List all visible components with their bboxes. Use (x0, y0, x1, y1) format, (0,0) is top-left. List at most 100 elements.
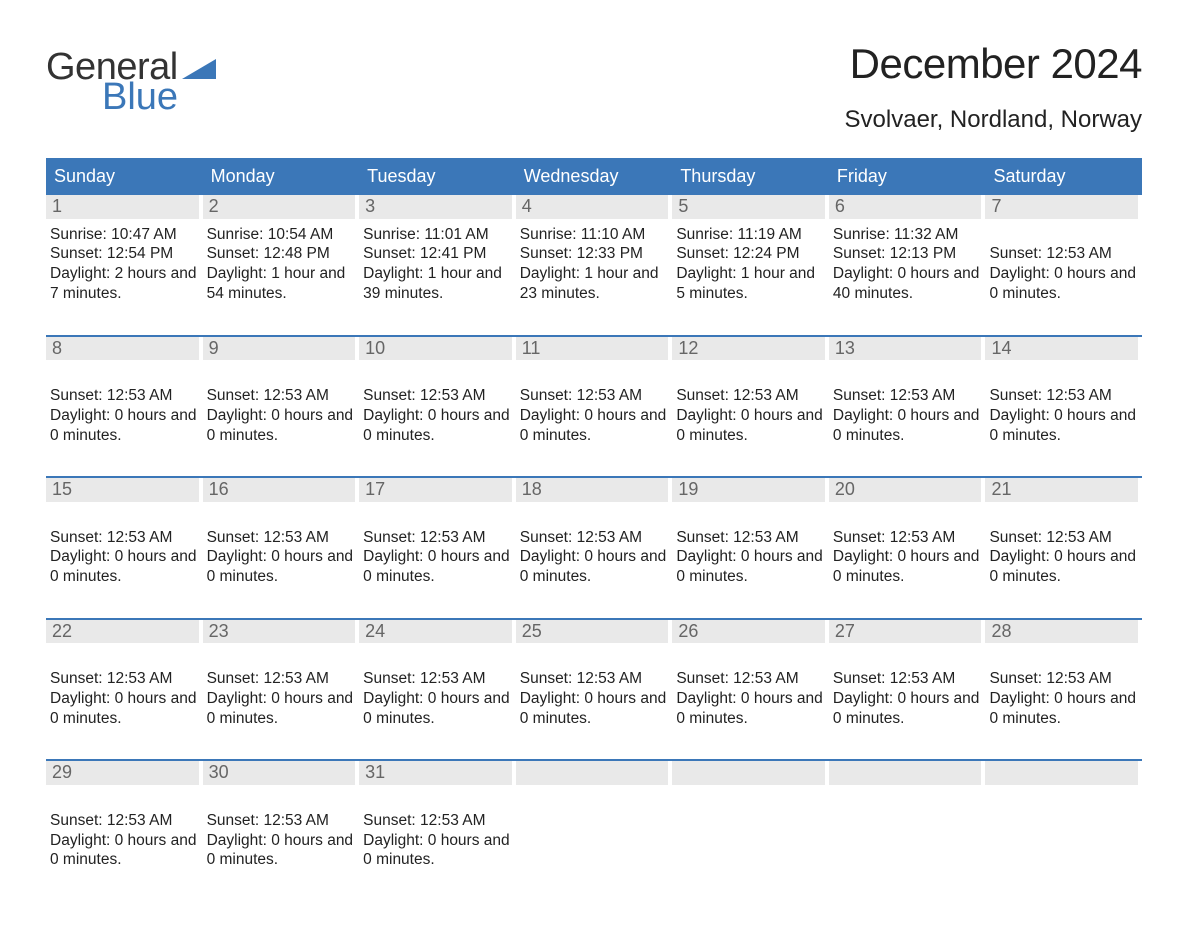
day-line: Sunset: 12:53 AM (833, 528, 980, 548)
day-line: Daylight: 0 hours and 0 minutes. (207, 547, 354, 587)
day-line (833, 508, 980, 528)
day-body: Sunset: 12:53 AMDaylight: 0 hours and 0 … (203, 643, 356, 743)
dow-sunday: Sunday (46, 158, 203, 195)
day-line: Daylight: 0 hours and 0 minutes. (989, 689, 1136, 729)
day-line: Sunset: 12:53 AM (50, 669, 197, 689)
day-number: 11 (516, 337, 669, 361)
day-cell: 1Sunrise: 10:47 AMSunset: 12:54 PMDaylig… (46, 195, 203, 319)
dow-monday: Monday (203, 158, 360, 195)
day-cell: 27 Sunset: 12:53 AMDaylight: 0 hours and… (829, 620, 986, 744)
day-body: Sunset: 12:53 AMDaylight: 0 hours and 0 … (672, 360, 825, 460)
day-body: Sunset: 12:53 AMDaylight: 0 hours and 0 … (516, 643, 669, 743)
day-number: 22 (46, 620, 199, 644)
day-cell: 2Sunrise: 10:54 AMSunset: 12:48 PMDaylig… (203, 195, 360, 319)
day-body: Sunrise: 10:54 AMSunset: 12:48 PMDayligh… (203, 219, 356, 319)
day-line: Daylight: 0 hours and 0 minutes. (520, 547, 667, 587)
day-cell: 22 Sunset: 12:53 AMDaylight: 0 hours and… (46, 620, 203, 744)
day-body: Sunrise: 10:47 AMSunset: 12:54 PMDayligh… (46, 219, 199, 319)
day-line: Sunset: 12:53 AM (989, 386, 1136, 406)
day-body: Sunrise: 11:01 AMSunset: 12:41 PMDayligh… (359, 219, 512, 319)
day-cell: 25 Sunset: 12:53 AMDaylight: 0 hours and… (516, 620, 673, 744)
day-number: 14 (985, 337, 1138, 361)
day-line: Daylight: 0 hours and 0 minutes. (50, 831, 197, 871)
week-row: 15 Sunset: 12:53 AMDaylight: 0 hours and… (46, 476, 1142, 602)
day-number (672, 761, 825, 785)
day-cell: 6Sunrise: 11:32 AMSunset: 12:13 PMDaylig… (829, 195, 986, 319)
day-body: Sunset: 12:53 AMDaylight: 0 hours and 0 … (46, 360, 199, 460)
day-line: Sunrise: 11:01 AM (363, 225, 510, 245)
day-body: Sunset: 12:53 AMDaylight: 0 hours and 0 … (46, 643, 199, 743)
day-line: Sunrise: 10:54 AM (207, 225, 354, 245)
day-line: Sunset: 12:53 AM (520, 669, 667, 689)
day-line (676, 366, 823, 386)
day-line (989, 508, 1136, 528)
day-line (207, 791, 354, 811)
day-cell: 18 Sunset: 12:53 AMDaylight: 0 hours and… (516, 478, 673, 602)
day-line: Daylight: 0 hours and 0 minutes. (989, 547, 1136, 587)
day-line: Daylight: 0 hours and 0 minutes. (833, 406, 980, 446)
day-number: 12 (672, 337, 825, 361)
day-body: Sunset: 12:53 AMDaylight: 0 hours and 0 … (516, 360, 669, 460)
day-number: 13 (829, 337, 982, 361)
day-number: 18 (516, 478, 669, 502)
dow-friday: Friday (829, 158, 986, 195)
day-line: Sunset: 12:53 AM (363, 528, 510, 548)
day-line: Daylight: 0 hours and 0 minutes. (363, 689, 510, 729)
day-line: Sunset: 12:24 PM (676, 244, 823, 264)
day-line: Sunset: 12:53 AM (50, 386, 197, 406)
day-cell: 11 Sunset: 12:53 AMDaylight: 0 hours and… (516, 337, 673, 461)
day-line (363, 508, 510, 528)
day-body: Sunset: 12:53 AMDaylight: 0 hours and 0 … (46, 502, 199, 602)
day-number: 31 (359, 761, 512, 785)
day-line: Sunset: 12:53 AM (363, 811, 510, 831)
day-line: Daylight: 0 hours and 0 minutes. (520, 406, 667, 446)
day-line: Daylight: 0 hours and 0 minutes. (207, 689, 354, 729)
day-line: Sunset: 12:53 AM (676, 669, 823, 689)
day-line: Sunset: 12:33 PM (520, 244, 667, 264)
day-line: Daylight: 0 hours and 0 minutes. (989, 406, 1136, 446)
day-line: Sunset: 12:53 AM (989, 669, 1136, 689)
day-line (50, 649, 197, 669)
day-body: Sunset: 12:53 AMDaylight: 0 hours and 0 … (359, 502, 512, 602)
day-number: 19 (672, 478, 825, 502)
day-cell: 15 Sunset: 12:53 AMDaylight: 0 hours and… (46, 478, 203, 602)
day-number: 27 (829, 620, 982, 644)
day-line: Sunrise: 11:19 AM (676, 225, 823, 245)
day-body: Sunset: 12:53 AMDaylight: 0 hours and 0 … (672, 643, 825, 743)
day-line: Daylight: 0 hours and 0 minutes. (676, 689, 823, 729)
day-cell: 9 Sunset: 12:53 AMDaylight: 0 hours and … (203, 337, 360, 461)
day-number: 29 (46, 761, 199, 785)
day-line: Daylight: 1 hour and 39 minutes. (363, 264, 510, 304)
day-line (989, 649, 1136, 669)
week-row: 8 Sunset: 12:53 AMDaylight: 0 hours and … (46, 335, 1142, 461)
day-body: Sunset: 12:53 AMDaylight: 0 hours and 0 … (359, 643, 512, 743)
day-number (516, 761, 669, 785)
day-line: Daylight: 0 hours and 0 minutes. (50, 406, 197, 446)
day-cell: 8 Sunset: 12:53 AMDaylight: 0 hours and … (46, 337, 203, 461)
weekday-header: Sunday Monday Tuesday Wednesday Thursday… (46, 158, 1142, 195)
day-line: Sunset: 12:53 AM (989, 528, 1136, 548)
day-line: Sunset: 12:53 AM (207, 811, 354, 831)
day-cell: 26 Sunset: 12:53 AMDaylight: 0 hours and… (672, 620, 829, 744)
day-cell: 5Sunrise: 11:19 AMSunset: 12:24 PMDaylig… (672, 195, 829, 319)
day-body (829, 785, 982, 885)
day-body: Sunset: 12:53 AMDaylight: 0 hours and 0 … (985, 219, 1138, 319)
day-cell: 21 Sunset: 12:53 AMDaylight: 0 hours and… (985, 478, 1142, 602)
dow-wednesday: Wednesday (516, 158, 673, 195)
empty-cell (829, 761, 986, 885)
day-number: 4 (516, 195, 669, 219)
day-line: Daylight: 1 hour and 54 minutes. (207, 264, 354, 304)
day-body: Sunset: 12:53 AMDaylight: 0 hours and 0 … (203, 360, 356, 460)
day-line (520, 649, 667, 669)
day-line: Daylight: 0 hours and 0 minutes. (50, 689, 197, 729)
day-line: Sunset: 12:53 AM (989, 244, 1136, 264)
day-body: Sunset: 12:53 AMDaylight: 0 hours and 0 … (516, 502, 669, 602)
week-row: 1Sunrise: 10:47 AMSunset: 12:54 PMDaylig… (46, 195, 1142, 319)
day-number: 17 (359, 478, 512, 502)
day-line: Daylight: 0 hours and 0 minutes. (207, 406, 354, 446)
day-line: Sunset: 12:53 AM (50, 528, 197, 548)
day-line: Sunset: 12:53 AM (676, 528, 823, 548)
day-number: 15 (46, 478, 199, 502)
day-number: 10 (359, 337, 512, 361)
day-line (50, 366, 197, 386)
